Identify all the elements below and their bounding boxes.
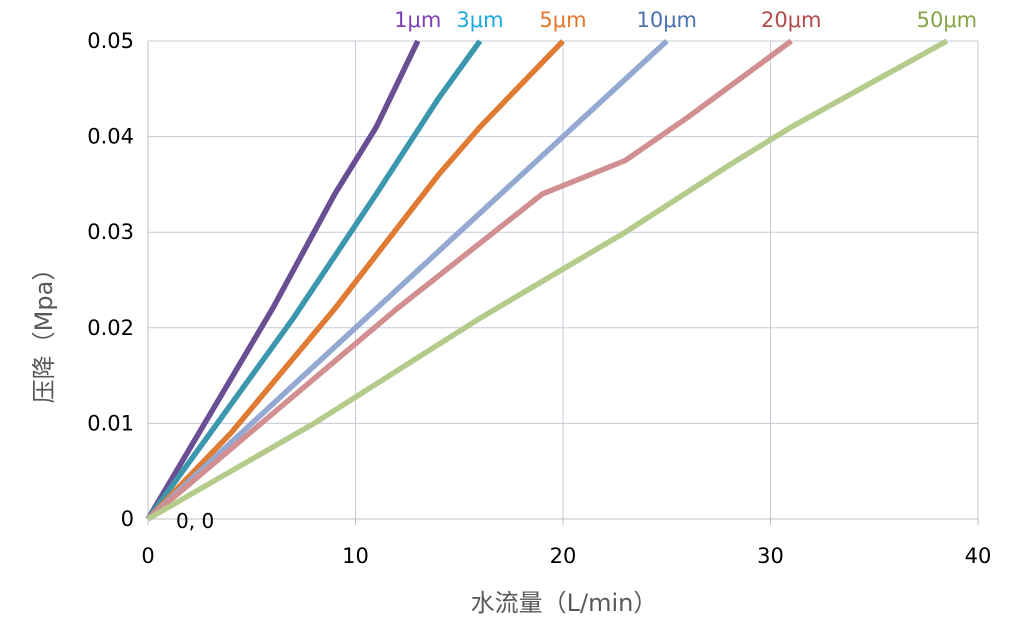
axes — [147, 41, 979, 525]
y-tick-label: 0 — [121, 507, 134, 531]
y-tick-label: 0.03 — [87, 220, 134, 244]
series-line-50m — [146, 38, 949, 522]
y-axis-title: 压降（Mpa） — [30, 257, 58, 404]
series-label-3m: 3μm — [456, 8, 503, 32]
series-line-10m — [146, 38, 669, 522]
series-lines — [145, 38, 949, 522]
series-labels: 1μm 3μm 5μm 10μm 20μm 50μm — [394, 8, 977, 32]
series-label-5m: 5μm — [539, 8, 586, 32]
x-axis-title: 水流量（L/min） — [471, 589, 658, 617]
x-tick-label: 0 — [141, 544, 154, 568]
tick-labels: 0 0.01 0.02 0.03 0.04 0.05 0 10 20 30 40 — [87, 29, 991, 568]
series-label-10m: 10μm — [636, 8, 697, 32]
y-tick-label: 0.02 — [87, 316, 134, 340]
series-line-5m — [146, 39, 565, 521]
series-label-1m: 1μm — [394, 8, 441, 32]
y-tick-label: 0.04 — [87, 125, 134, 149]
x-tick-label: 20 — [550, 544, 577, 568]
series-label-20m: 20μm — [761, 8, 822, 32]
y-tick-label: 0.01 — [87, 411, 134, 435]
series-line-1m — [145, 39, 421, 521]
series-line-3m — [145, 39, 483, 521]
series-line-20m — [146, 38, 793, 522]
series-label-50m: 50μm — [917, 8, 978, 32]
x-tick-label: 10 — [342, 544, 369, 568]
origin-annotation: 0, 0 — [176, 509, 214, 533]
y-tick-label: 0.05 — [87, 29, 134, 53]
x-tick-label: 30 — [757, 544, 784, 568]
x-tick-label: 40 — [965, 544, 992, 568]
